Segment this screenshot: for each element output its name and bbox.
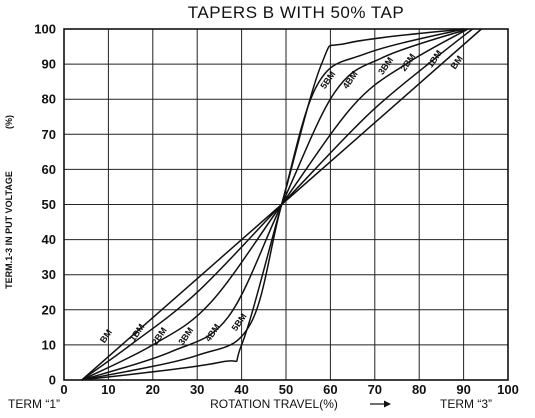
curve-label-2bm-upper: 2BM [398, 52, 417, 73]
y-tick-50: 50 [42, 197, 56, 212]
y-tick-20: 20 [42, 302, 56, 317]
y-axis-label-suffix: (%) [4, 115, 14, 129]
curve-label-bm-lower: BM [98, 328, 114, 345]
x-tick-10: 10 [101, 382, 115, 397]
curve-label-5bm-upper: 5BM [318, 69, 337, 90]
x-tick-100: 100 [497, 382, 519, 397]
curve-label-5bm-lower: 5BM [230, 311, 249, 332]
y-tick-100: 100 [34, 22, 56, 37]
plot-frame [63, 28, 509, 381]
x-tick-30: 30 [190, 382, 204, 397]
y-tick-60: 60 [42, 162, 56, 177]
chart-title: TAPERS B WITH 50% TAP [188, 3, 404, 22]
x-tick-20: 20 [146, 382, 160, 397]
y-tick-70: 70 [42, 127, 56, 142]
x-tick-40: 40 [234, 382, 248, 397]
curve-label-4bm-lower: 4BM [203, 322, 222, 343]
x-tick-50: 50 [279, 382, 293, 397]
grid [63, 28, 509, 381]
curve-5bm [81, 28, 464, 381]
taper-curves [81, 28, 482, 381]
y-tick-10: 10 [42, 337, 56, 352]
x-tick-labels: 0 10 20 30 40 50 60 70 80 90 100 [60, 382, 518, 397]
x-tick-70: 70 [368, 382, 382, 397]
x-tick-0: 0 [60, 382, 67, 397]
term-1-label: TERM “1” [8, 397, 60, 411]
y-tick-labels: 0 10 20 30 40 50 60 70 80 90 100 [34, 22, 56, 388]
y-axis-label: TERM.1-3 IN PUT VOLTAGE [4, 171, 14, 289]
x-axis-label: ROTATION TRAVEL(%) [210, 397, 338, 411]
y-tick-80: 80 [42, 92, 56, 107]
y-tick-30: 30 [42, 267, 56, 282]
term-3-label: TERM “3” [440, 397, 492, 411]
x-tick-60: 60 [323, 382, 337, 397]
y-tick-90: 90 [42, 57, 56, 72]
x-tick-80: 80 [412, 382, 426, 397]
y-tick-0: 0 [49, 373, 56, 388]
x-axis-arrow [370, 400, 391, 408]
y-tick-40: 40 [42, 232, 56, 247]
curve-label-4bm-upper: 4BM [341, 69, 360, 90]
x-tick-90: 90 [456, 382, 470, 397]
